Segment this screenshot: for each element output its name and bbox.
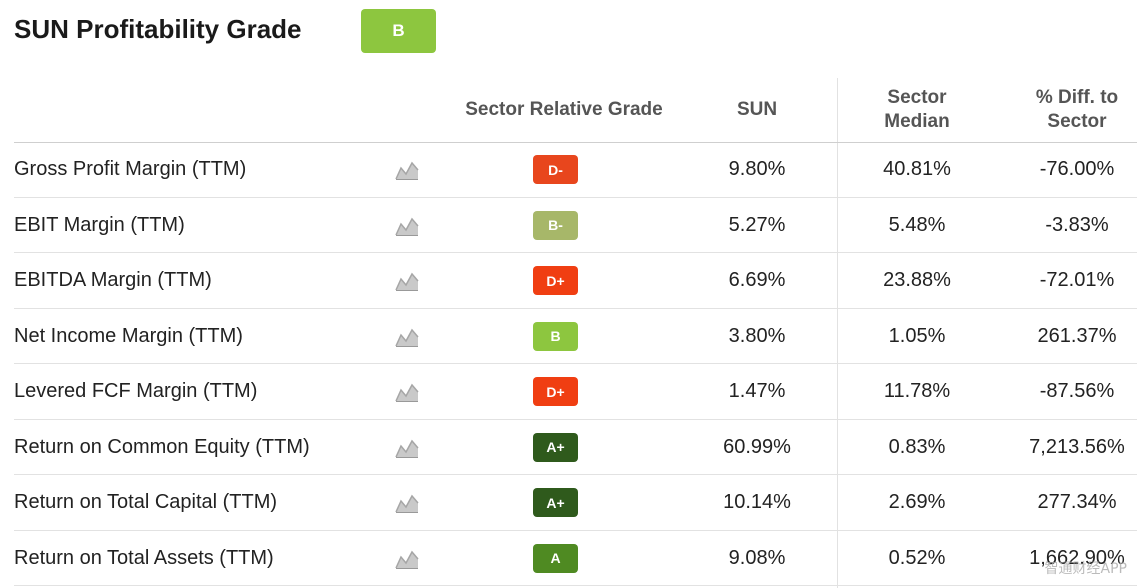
diff-to-sector-label: % Diff. to Sector <box>1035 87 1119 132</box>
sector-median-value: 5.48% <box>888 213 946 236</box>
metric-name[interactable]: Return on Total Assets (TTM) <box>14 546 274 569</box>
metric-name[interactable]: Return on Common Equity (TTM) <box>14 435 310 458</box>
grade-badge: D+ <box>533 377 578 406</box>
mini-chart-icon[interactable] <box>395 381 419 403</box>
watermark: 智通财经APP <box>1044 561 1127 577</box>
sector-median-value: 40.81% <box>883 158 951 180</box>
metric-name[interactable]: Return on Total Capital (TTM) <box>14 491 278 513</box>
metric-name[interactable]: Net Income Margin (TTM) <box>14 324 243 347</box>
sun-value: 1.47% <box>728 380 786 402</box>
table-row: Return on Total Assets (TTM) A 9.08% 0.52% 1… <box>14 531 1137 586</box>
table-row: Levered FCF Margin (TTM) D+ 1.47% 11.78% -87… <box>14 364 1137 420</box>
mini-chart-icon[interactable] <box>395 437 419 459</box>
grade-badge: A+ <box>533 488 578 517</box>
metric-name[interactable]: EBITDA Margin (TTM) <box>14 269 212 291</box>
grade-badge: D+ <box>533 266 578 295</box>
page-title: SUN Profitability Grade <box>14 14 302 44</box>
metric-name[interactable]: Gross Profit Margin (TTM) <box>14 158 247 180</box>
sector-median-value: 0.83% <box>888 435 946 458</box>
grade-badge: D- <box>533 155 578 184</box>
sector-median-value: 11.78% <box>883 380 951 402</box>
page-header: SUN Profitability Grade B <box>14 8 1124 54</box>
table-row: EBIT Margin (TTM) B- 5.27% 5.48% -3.83% <box>14 198 1137 253</box>
sector-median-value: 0.52% <box>888 546 946 569</box>
mini-chart-icon[interactable] <box>395 159 419 181</box>
mini-chart-icon[interactable] <box>395 270 419 292</box>
mini-chart-icon[interactable] <box>395 548 419 570</box>
diff-to-sector-value: -76.00% <box>1039 158 1115 180</box>
sun-value: 10.14% <box>723 491 791 513</box>
column-header-sun[interactable]: SUN <box>736 99 778 120</box>
sector-median-value: 23.88% <box>883 269 951 291</box>
mini-chart-icon[interactable] <box>395 215 419 237</box>
column-header-diff-to-sector[interactable]: % Diff. to Sector <box>997 78 1137 142</box>
table-row: Return on Common Equity (TTM) A+ 60.99% 0.8… <box>14 420 1137 475</box>
diff-to-sector-value: 261.37% <box>1037 324 1117 347</box>
sun-value: 5.27% <box>728 213 786 236</box>
sun-value: 9.08% <box>728 546 786 569</box>
diff-to-sector-value: -3.83% <box>1045 213 1109 236</box>
table-row: Return on Total Capital (TTM) A+ 10.14% 2.6… <box>14 475 1137 531</box>
grade-badge: B- <box>533 210 578 240</box>
mini-chart-icon[interactable] <box>395 492 419 514</box>
diff-to-sector-value: 1,662.90% <box>1029 546 1125 569</box>
table-row: Gross Profit Margin (TTM) D- 9.80% 40.81% -7… <box>14 142 1137 198</box>
sector-median-value: 1.05% <box>888 324 946 347</box>
table-row: Net Income Margin (TTM) B 3.80% 1.05% 261.37… <box>14 309 1137 364</box>
diff-to-sector-value: -87.56% <box>1039 380 1115 402</box>
column-divider <box>837 78 838 588</box>
column-header-sector-relative-grade[interactable]: Sector Relative Grade <box>465 99 663 120</box>
grade-badge: A <box>533 543 578 573</box>
grades-table-body: Gross Profit Margin (TTM) D- 9.80% 40.81% -7… <box>14 142 1137 586</box>
sector-median-label: Sector Median <box>884 87 950 132</box>
grade-badge: B <box>533 321 578 351</box>
table-row: EBITDA Margin (TTM) D+ 6.69% 23.88% -72.01% <box>14 253 1137 309</box>
diff-to-sector-value: 7,213.56% <box>1029 435 1125 458</box>
metric-name[interactable]: Levered FCF Margin (TTM) <box>14 380 258 402</box>
overall-grade-badge: B <box>361 9 436 53</box>
sector-median-value: 2.69% <box>888 491 946 513</box>
column-header-sector-median[interactable]: Sector Median <box>837 78 997 142</box>
table-header: Sector Relative Grade SUN Sector Median … <box>14 78 1137 143</box>
grade-badge: A+ <box>533 432 578 462</box>
diff-to-sector-value: -72.01% <box>1039 269 1115 291</box>
sun-value: 9.80% <box>728 158 786 180</box>
diff-to-sector-value: 277.34% <box>1037 491 1117 513</box>
mini-chart-icon[interactable] <box>395 326 419 348</box>
sun-value: 60.99% <box>723 435 791 458</box>
sun-value: 6.69% <box>728 269 786 291</box>
sun-value: 3.80% <box>728 324 786 347</box>
metric-name[interactable]: EBIT Margin (TTM) <box>14 213 185 236</box>
